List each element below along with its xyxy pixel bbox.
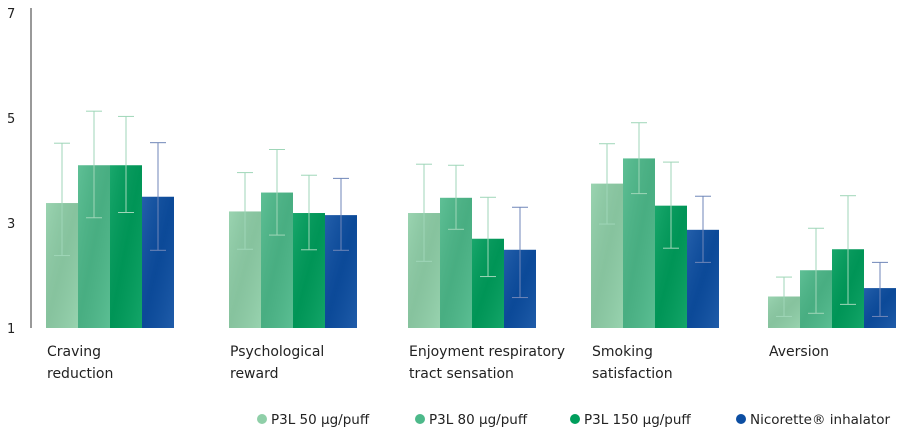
legend-label: P3L 50 µg/puff (271, 412, 370, 428)
bars (46, 158, 896, 328)
category-label: satisfaction (592, 366, 673, 382)
legend-item: Nicorette® inhalator (736, 412, 890, 428)
category-label: reward (230, 366, 279, 382)
y-axis: 1 3 5 7 (7, 7, 32, 337)
legend-swatch (570, 414, 580, 424)
y-tick-label: 7 (7, 7, 15, 22)
category-label: reduction (47, 366, 113, 382)
y-tick-label: 5 (7, 112, 15, 127)
y-tick-label: 1 (7, 322, 15, 337)
error-bars (54, 110, 888, 317)
legend-swatch (736, 414, 746, 424)
legend-item: P3L 50 µg/puff (257, 412, 370, 428)
legend-label: Nicorette® inhalator (750, 412, 890, 428)
category-labels: Craving reduction Psychological reward Enjoy… (47, 344, 829, 382)
category-label: Enjoyment respiratory (409, 344, 565, 360)
category-label: tract sensation (409, 366, 514, 382)
legend: P3L 50 µg/puff P3L 80 µg/puff P3L 150 µg/p… (257, 412, 890, 428)
legend-item: P3L 80 µg/puff (415, 412, 528, 428)
legend-label: P3L 150 µg/puff (584, 412, 691, 428)
legend-item: P3L 150 µg/puff (570, 412, 691, 428)
legend-swatch (415, 414, 425, 424)
legend-label: P3L 80 µg/puff (429, 412, 528, 428)
y-tick-label: 3 (7, 217, 15, 232)
category-label: Aversion (769, 344, 829, 360)
category-label: Craving (47, 344, 101, 360)
category-label: Smoking (592, 344, 653, 360)
category-label: Psychological (230, 344, 324, 360)
legend-swatch (257, 414, 267, 424)
